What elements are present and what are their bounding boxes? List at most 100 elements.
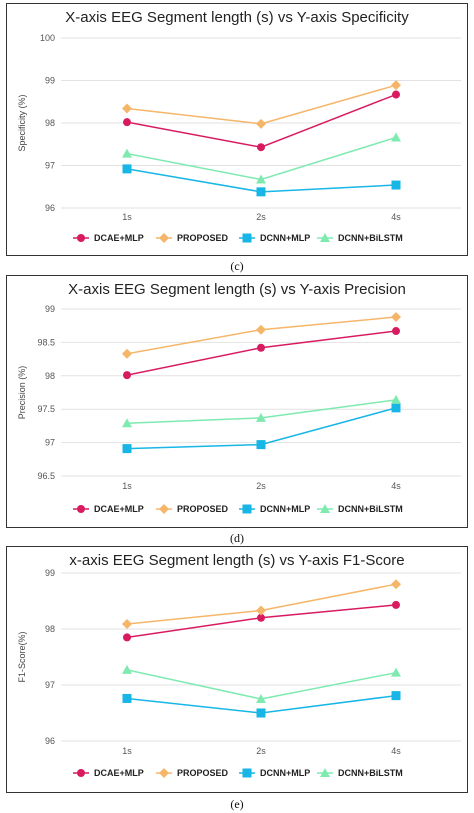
data-point — [256, 118, 266, 129]
series-dcae-mlp — [123, 90, 400, 152]
data-point — [122, 618, 132, 629]
legend-label: PROPOSED — [177, 233, 229, 243]
caption-e: (e) — [230, 797, 244, 811]
legend-item: DCAE+MLP — [73, 504, 144, 514]
legend-label: DCNN+BiLSTM — [338, 768, 403, 778]
series-dcnn-mlp — [122, 691, 401, 718]
x-tick-label: 1s — [122, 481, 132, 491]
data-point — [122, 348, 132, 359]
legend-marker — [242, 504, 252, 514]
data-point — [257, 343, 265, 352]
y-tick-label: 99 — [45, 304, 55, 314]
data-point — [122, 444, 132, 454]
legend-label: DCNN+BiLSTM — [338, 233, 403, 243]
legend-marker — [242, 768, 252, 778]
legend-label: DCAE+MLP — [94, 504, 144, 514]
data-point — [122, 164, 132, 174]
series-dcnn-bilstm — [122, 394, 401, 428]
y-tick-label: 96 — [45, 736, 55, 746]
legend-label: PROPOSED — [177, 504, 229, 514]
caption-c: (c) — [230, 259, 244, 273]
specificity-chart: X-axis EEG Segment length (s) vs Y-axis … — [17, 9, 461, 243]
y-axis-label: Precision (%) — [17, 366, 27, 420]
legend-marker — [77, 769, 85, 777]
legend-label: DCNN+MLP — [260, 768, 310, 778]
x-tick-label: 4s — [391, 212, 401, 222]
caption-d: (d) — [230, 531, 244, 545]
x-tick-label: 4s — [391, 481, 401, 491]
series-dcnn-mlp — [122, 164, 401, 197]
data-point — [256, 174, 266, 184]
data-point — [122, 103, 132, 114]
legend-marker — [77, 505, 85, 513]
data-point — [391, 312, 401, 323]
precision-chart: X-axis EEG Segment length (s) vs Y-axis … — [17, 281, 461, 514]
data-point — [123, 118, 131, 127]
y-tick-label: 98.5 — [37, 337, 55, 347]
data-point — [391, 691, 401, 701]
y-tick-label: 96 — [45, 203, 55, 213]
x-tick-label: 2s — [256, 481, 266, 491]
data-point — [256, 440, 266, 450]
legend-label: PROPOSED — [177, 768, 229, 778]
data-point — [392, 90, 400, 99]
legend-marker — [320, 504, 330, 513]
legend-marker — [159, 233, 169, 243]
legend-marker — [77, 234, 85, 242]
y-tick-label: 97 — [45, 680, 55, 690]
data-point — [257, 143, 265, 152]
y-tick-label: 99 — [45, 76, 55, 86]
legend-label: DCNN+BiLSTM — [338, 504, 403, 514]
x-tick-label: 1s — [122, 212, 132, 222]
y-axis-label: F1-Score(%) — [17, 631, 27, 682]
data-point — [391, 394, 401, 404]
legend-marker — [159, 768, 169, 778]
chart-panel-precision: X-axis EEG Segment length (s) vs Y-axis … — [6, 275, 468, 528]
legend-marker — [159, 504, 169, 514]
series-dcnn-mlp — [122, 403, 401, 454]
series-dcnn-bilstm — [122, 132, 401, 184]
legend-marker — [320, 233, 330, 242]
y-tick-label: 100 — [40, 33, 55, 43]
data-point — [391, 132, 401, 142]
legend-item: DCNN+MLP — [239, 768, 310, 778]
data-point — [257, 613, 265, 622]
data-point — [122, 664, 132, 674]
legend-item: DCNN+BiLSTM — [317, 504, 403, 514]
data-point — [256, 605, 266, 616]
legend-item: DCNN+MLP — [239, 233, 310, 243]
data-point — [123, 633, 131, 642]
legend-item: DCAE+MLP — [73, 768, 144, 778]
data-point — [256, 708, 266, 718]
legend-label: DCNN+MLP — [260, 504, 310, 514]
data-point — [256, 694, 266, 703]
legend-label: DCAE+MLP — [94, 768, 144, 778]
y-tick-label: 97 — [45, 438, 55, 448]
legend-item: DCNN+MLP — [239, 504, 310, 514]
data-point — [391, 579, 401, 590]
data-point — [391, 180, 401, 190]
y-tick-label: 98 — [45, 624, 55, 634]
chart-panel-f1-score: x-axis EEG Segment length (s) vs Y-axis … — [6, 546, 468, 793]
y-tick-label: 97.5 — [37, 404, 55, 414]
legend-label: DCAE+MLP — [94, 233, 144, 243]
data-point — [392, 327, 400, 336]
data-point — [122, 693, 132, 703]
legend-marker — [320, 768, 330, 777]
series-dcnn-bilstm — [122, 664, 401, 703]
legend-item: PROPOSED — [156, 233, 229, 243]
data-point — [256, 324, 266, 335]
legend-item: DCAE+MLP — [73, 233, 144, 243]
series-line — [126, 84, 397, 125]
legend-item: DCNN+BiLSTM — [317, 768, 403, 778]
legend-marker — [242, 233, 252, 243]
data-point — [122, 418, 132, 428]
data-point — [122, 148, 132, 158]
data-point — [391, 80, 401, 91]
x-tick-label: 2s — [256, 746, 266, 756]
x-tick-label: 1s — [122, 746, 132, 756]
data-point — [392, 600, 400, 609]
chart-panel-specificity: X-axis EEG Segment length (s) vs Y-axis … — [6, 3, 468, 256]
series-line — [126, 669, 397, 700]
series-proposed — [122, 579, 401, 629]
